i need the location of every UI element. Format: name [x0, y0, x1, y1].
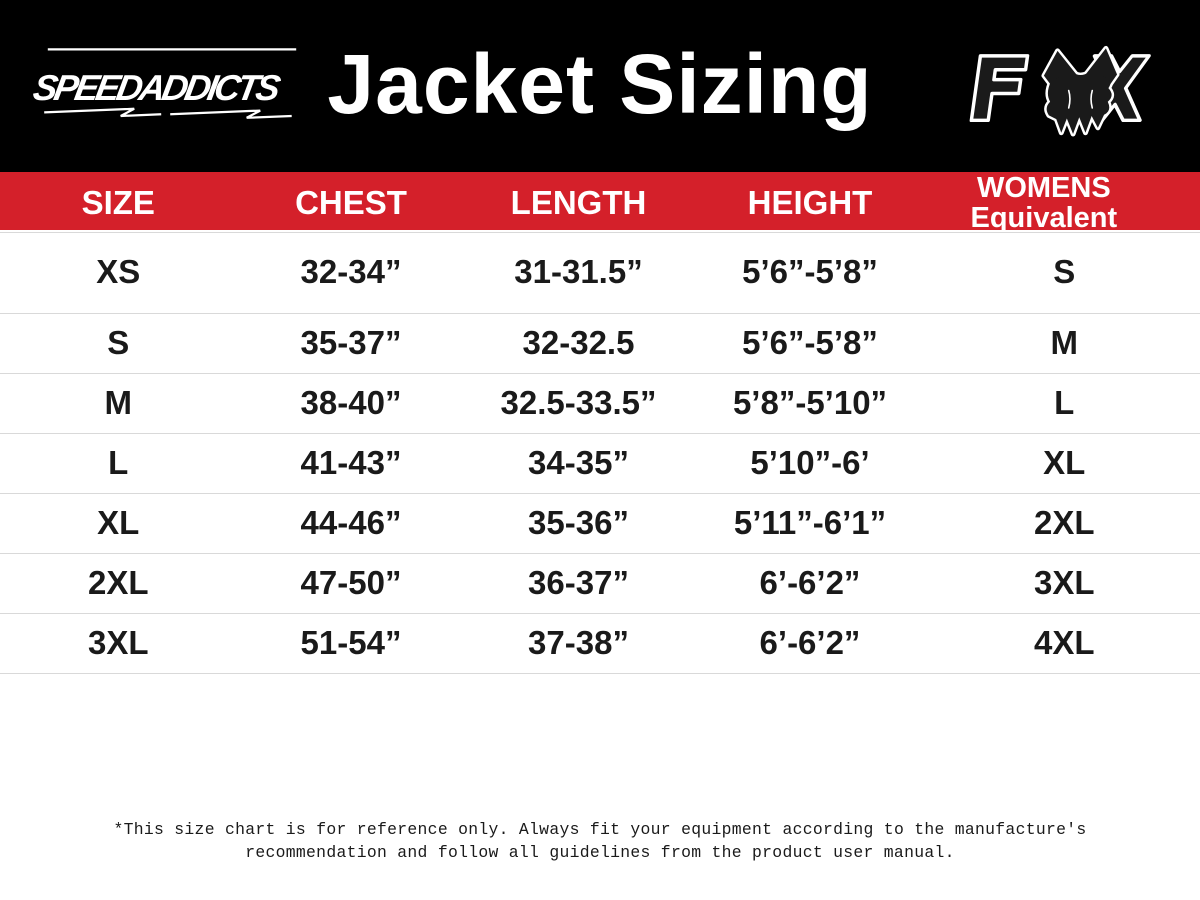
- svg-text:SPEEDADDICTS: SPEEDADDICTS: [30, 67, 283, 108]
